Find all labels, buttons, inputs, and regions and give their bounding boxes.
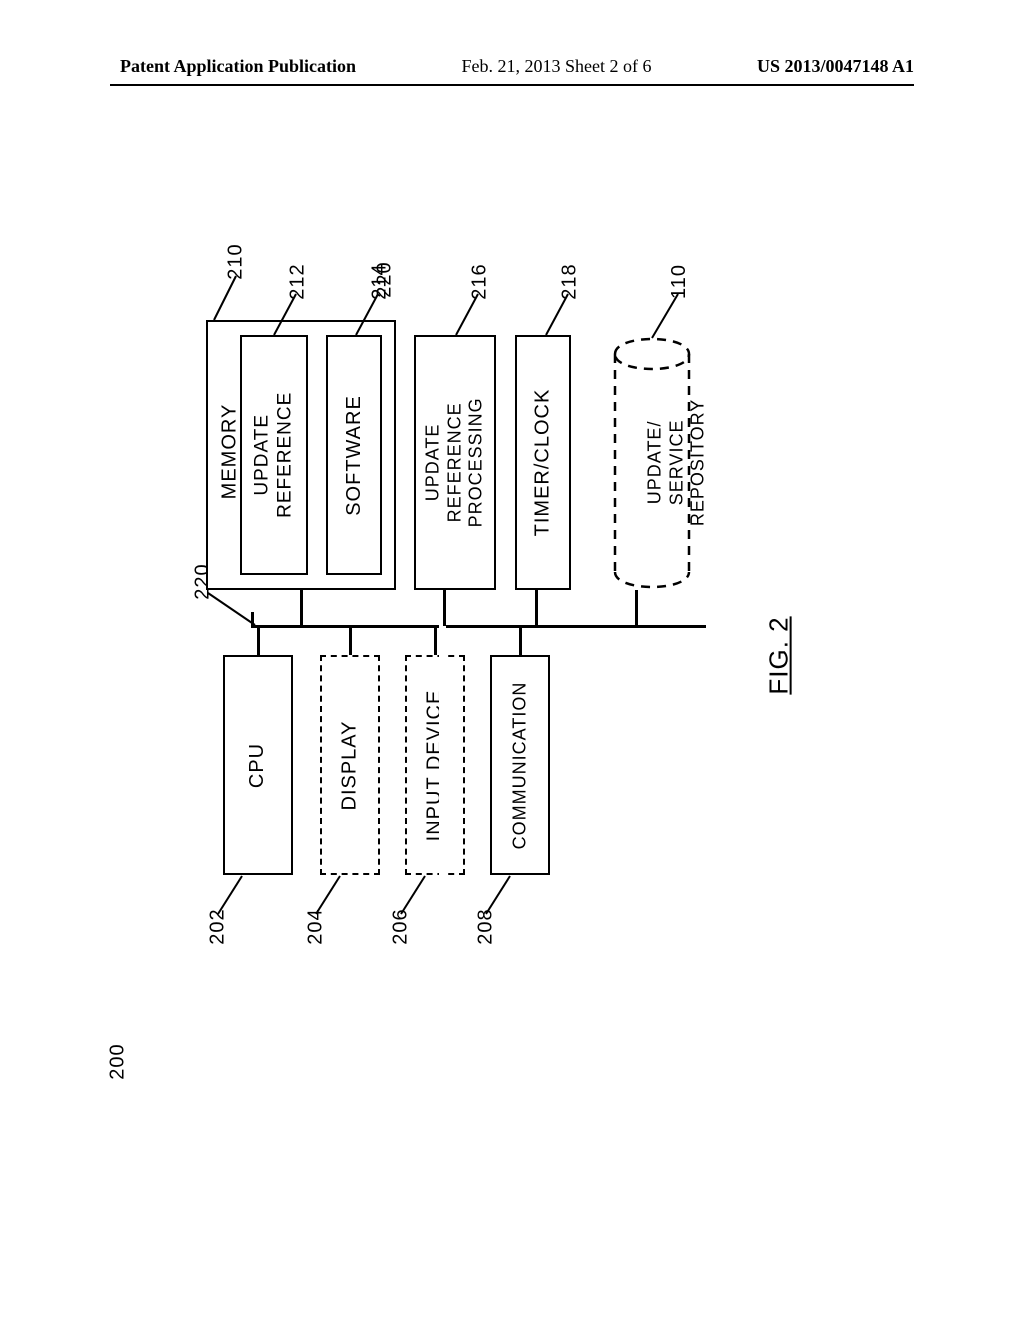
label-display: DISPLAY [339, 720, 362, 810]
ref-214: 214 [369, 263, 392, 299]
stub-memory [300, 590, 303, 626]
bus-mask2 [403, 280, 444, 286]
stub-urp [443, 590, 446, 626]
patent-page: Patent Application Publication Feb. 21, … [0, 0, 1024, 1320]
ref-200: 200 [107, 1043, 130, 1079]
label-timer: TIMER/CLOCK [532, 389, 555, 537]
box-urp: UPDATE REFERENCE PROCESSING [414, 335, 496, 590]
stub-input [434, 625, 437, 655]
ref-202: 202 [207, 908, 230, 944]
box-display: DISPLAY [320, 655, 380, 875]
bus-horizontal [251, 625, 706, 628]
ref-204: 204 [305, 908, 328, 944]
stub-cpu [257, 625, 260, 655]
box-update-reference: UPDATE REFERENCE [240, 335, 308, 575]
ref-212: 212 [287, 263, 310, 299]
box-timer: TIMER/CLOCK [515, 335, 571, 590]
stub-display [349, 625, 352, 655]
box-software: SOFTWARE [326, 335, 382, 575]
ref-208: 208 [475, 908, 498, 944]
label-memory: MEMORY [218, 404, 241, 500]
stub-timer [535, 590, 538, 626]
stub-comm [519, 625, 522, 655]
label-repository: UPDATE/ SERVICE REPOSITORY [644, 399, 709, 526]
figure-label: FIG. 2 [764, 616, 795, 694]
box-communication: COMMUNICATION [490, 655, 550, 875]
figure-2-diagram: 200 220 CPU DISPLAY INPUT DEVICE COMMUNI… [0, 0, 1024, 1320]
label-software: SOFTWARE [343, 395, 366, 516]
ref-218: 218 [559, 263, 582, 299]
label-update-reference: UPDATE REFERENCE [251, 392, 297, 518]
box-input: INPUT DEVICE [405, 655, 465, 875]
ref-110: 110 [668, 264, 691, 299]
label-cpu: CPU [246, 742, 269, 787]
label-communication: COMMUNICATION [510, 681, 531, 849]
ref-210: 210 [225, 243, 248, 279]
ref-216: 216 [469, 263, 492, 299]
ref-206: 206 [390, 908, 413, 944]
stub-repo [635, 590, 638, 626]
box-cpu: CPU [223, 655, 293, 875]
label-urp: UPDATE REFERENCE PROCESSING [423, 397, 488, 527]
